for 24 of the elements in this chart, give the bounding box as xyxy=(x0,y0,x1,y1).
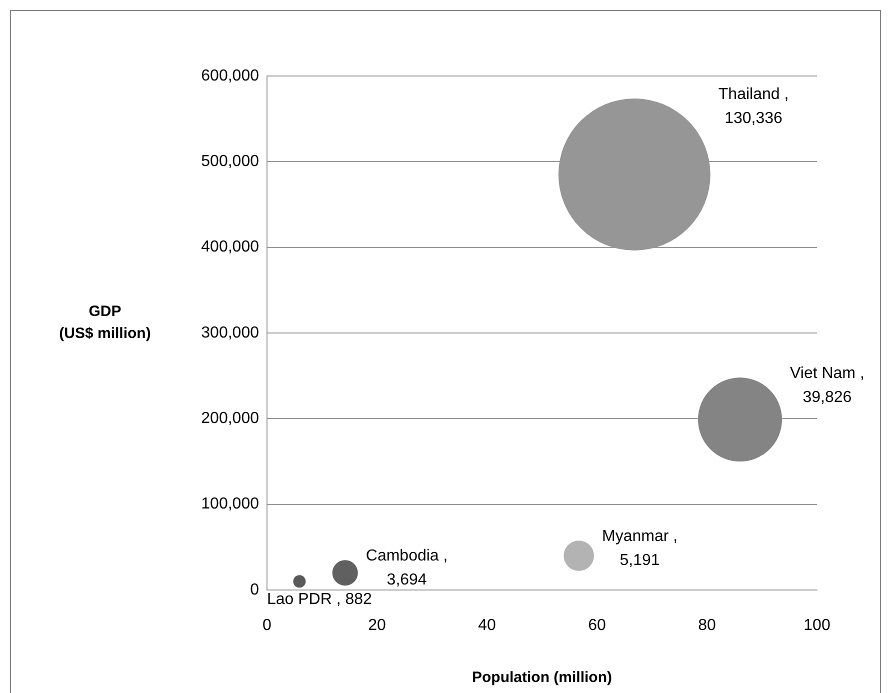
y-tick-label: 400,000 xyxy=(201,238,260,256)
x-tick-label: 60 xyxy=(588,617,606,634)
series-label: Cambodia , xyxy=(366,547,448,564)
y-tick-label: 300,000 xyxy=(201,324,260,342)
y-tick-label: 0 xyxy=(250,581,260,598)
x-tick-label: 0 xyxy=(262,617,272,634)
data-label: 39,826 xyxy=(802,388,852,406)
y-tick-label: 500,000 xyxy=(201,153,260,170)
series-label: Viet Nam , xyxy=(790,364,864,382)
series-label: Myanmar , xyxy=(602,528,678,545)
data-label: 5,191 xyxy=(620,552,660,569)
x-tick-label: 80 xyxy=(698,617,716,634)
text: Lao PDR , 882 xyxy=(266,591,372,608)
x-tick-label: 40 xyxy=(478,617,496,634)
y-tick-label: 100,000 xyxy=(201,496,260,513)
y-axis-title: GDP (US$ million) xyxy=(59,303,151,342)
x-tick-label: 20 xyxy=(368,617,386,634)
text: Thailand , xyxy=(718,86,789,103)
data-label: 130,336 xyxy=(724,110,783,127)
data-label: 3,694 xyxy=(386,571,427,588)
x-tick-label: 100 xyxy=(804,617,830,634)
y-tick-label: 600,000 xyxy=(201,67,260,84)
x-axis-title: Population (million) xyxy=(472,669,612,686)
y-tick-label: 200,000 xyxy=(201,410,260,428)
